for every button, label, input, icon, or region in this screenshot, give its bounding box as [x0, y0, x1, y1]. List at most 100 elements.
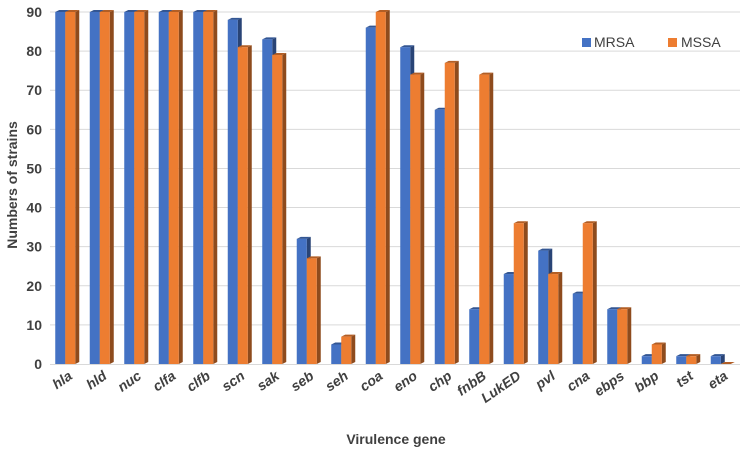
bar-top-mrsa — [227, 17, 242, 20]
bar-top-mssa — [203, 10, 218, 12]
bar-top-mssa — [306, 256, 321, 259]
x-tick-label: cna — [564, 367, 593, 394]
bar-mrsa — [641, 356, 652, 364]
y-axis-ticks: 0 10 20 30 40 50 60 70 80 90 — [26, 4, 42, 372]
bar-mssa — [306, 258, 317, 364]
bar-mssa — [272, 55, 283, 365]
bar-mrsa — [434, 109, 445, 365]
bar-top-mssa — [686, 354, 701, 357]
bar-side-mssa — [316, 256, 321, 364]
bar-mrsa — [676, 356, 687, 364]
bar-side-mssa — [213, 10, 218, 364]
legend: MRSA MSSA — [582, 34, 721, 50]
bar-side-mssa — [592, 221, 597, 364]
bar-mrsa — [469, 309, 480, 364]
bar-top-mrsa — [400, 45, 415, 48]
y-tick-label: 70 — [26, 82, 42, 98]
bar-top-mrsa — [676, 354, 691, 357]
x-tick-label: clfa — [150, 367, 179, 394]
bar-top-mrsa — [193, 10, 208, 12]
x-axis-title: Virulence gene — [346, 431, 446, 447]
x-tick-label: bbp — [631, 367, 662, 395]
x-tick-label: LukED — [478, 367, 524, 406]
bar-mssa — [479, 74, 490, 365]
y-tick-label: 30 — [26, 239, 42, 255]
bar-mrsa — [89, 12, 100, 364]
bar-top-mrsa — [55, 10, 70, 12]
bar-top-mrsa — [710, 354, 725, 357]
bar-side-mssa — [523, 221, 528, 364]
bar-top-mssa — [513, 221, 528, 224]
bar-top-mssa — [720, 362, 735, 364]
bar-mrsa — [55, 12, 66, 364]
bar-side-mssa — [282, 53, 287, 365]
x-tick-label: coa — [357, 367, 386, 394]
bar-mrsa — [607, 309, 618, 364]
y-tick-label: 40 — [26, 200, 42, 216]
x-tick-label: eta — [705, 367, 731, 392]
bar-top-mssa — [548, 272, 563, 275]
bar-mssa — [444, 62, 455, 364]
bar-mrsa — [400, 47, 411, 364]
bar-mrsa — [365, 27, 376, 365]
bar-top-mssa — [375, 10, 390, 12]
bar-mssa — [548, 274, 559, 364]
y-tick-label: 80 — [26, 43, 42, 59]
x-tick-label: ebps — [591, 367, 627, 399]
bar-side-mssa — [351, 334, 356, 364]
gridlines — [50, 11, 740, 326]
bar-mrsa — [124, 12, 135, 364]
bar-top-mrsa — [124, 10, 139, 12]
legend-label-mssa: MSSA — [681, 34, 721, 50]
bar-side-mssa — [75, 10, 80, 364]
bar-top-mssa — [65, 10, 80, 12]
bar-mrsa — [158, 12, 169, 364]
bar-side-mssa — [558, 272, 563, 364]
bar-mrsa — [572, 293, 583, 364]
bar-side-mssa — [109, 10, 114, 364]
bar-top-mssa — [99, 10, 114, 12]
bar-mrsa — [331, 344, 342, 364]
bar-side-mssa — [247, 45, 252, 364]
y-tick-label: 60 — [26, 121, 42, 137]
x-tick-label: clfb — [183, 367, 213, 395]
bar-top-mrsa — [607, 307, 622, 310]
bar-side-mrsa — [720, 354, 725, 364]
bar-top-mrsa — [89, 10, 104, 12]
bar-mrsa — [193, 12, 204, 364]
bar-mssa — [686, 356, 697, 364]
legend-swatch-mssa — [668, 38, 677, 47]
y-tick-label: 50 — [26, 160, 42, 176]
x-tick-label: seh — [322, 367, 351, 394]
bar-top-mrsa — [296, 236, 311, 239]
bar-side-mssa — [454, 60, 459, 364]
bar-side-mssa — [420, 72, 425, 365]
bar-mssa — [341, 336, 352, 364]
legend-swatch-mrsa — [582, 38, 591, 47]
bar-mrsa — [262, 39, 273, 364]
bar-mssa — [65, 12, 76, 364]
bar-side-mssa — [489, 72, 494, 365]
x-tick-label: scn — [219, 367, 248, 394]
bar-side-mssa — [385, 10, 390, 364]
x-tick-label: pvl — [531, 367, 558, 393]
bar-top-mssa — [582, 221, 597, 224]
bar-side-mssa — [661, 342, 666, 364]
x-tick-label: sak — [254, 367, 283, 394]
bars — [55, 10, 735, 365]
bar-top-mssa — [617, 307, 632, 310]
bar-top-mrsa — [538, 248, 553, 251]
y-tick-label: 90 — [26, 4, 42, 20]
bar-side-mssa — [696, 354, 701, 364]
bar-mssa — [410, 74, 421, 365]
x-tick-label: hld — [83, 367, 110, 392]
bar-top-mssa — [168, 10, 183, 12]
bar-top-mssa — [410, 72, 425, 75]
y-tick-label: 20 — [26, 278, 42, 294]
bar-top-mssa — [237, 45, 252, 48]
x-tick-label: chp — [425, 367, 455, 395]
bar-mssa — [617, 309, 628, 364]
bar-side-mssa — [178, 10, 183, 364]
legend-label-mrsa: MRSA — [594, 34, 635, 50]
